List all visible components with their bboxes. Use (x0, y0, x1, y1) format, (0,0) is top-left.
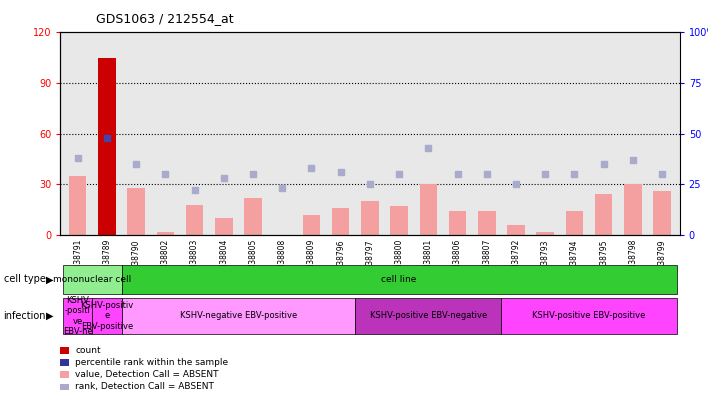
Point (306, 165, 317, 171)
Point (656, 171, 668, 177)
Bar (390, 206, 408, 235)
Point (247, 171, 258, 177)
Bar (501, 298, 677, 334)
Bar (127, 188, 145, 235)
Point (598, 161, 610, 167)
Point (130, 161, 142, 167)
Point (627, 157, 639, 163)
Text: cell line: cell line (382, 275, 417, 284)
Point (277, 185, 288, 192)
Text: GDS1063 / 212554_at: GDS1063 / 212554_at (96, 12, 233, 25)
Point (364, 181, 375, 188)
Text: KSHV-positiv
e
EBV-positive: KSHV-positiv e EBV-positive (80, 301, 134, 331)
Point (72, 155, 84, 161)
Point (510, 181, 522, 188)
Point (423, 145, 434, 151)
Text: KSHV
-positi
ve
EBV-ne: KSHV -positi ve EBV-ne (63, 296, 93, 336)
Bar (653, 191, 671, 235)
Bar (566, 211, 583, 235)
Point (218, 175, 229, 181)
Bar (361, 201, 379, 235)
Bar (478, 211, 496, 235)
Text: ▶: ▶ (45, 311, 53, 321)
Point (394, 171, 405, 177)
Text: count: count (75, 346, 101, 355)
Point (481, 171, 493, 177)
Text: infection: infection (4, 311, 46, 321)
Point (335, 169, 346, 175)
Point (539, 171, 551, 177)
Text: mononuclear cell: mononuclear cell (53, 275, 132, 284)
Bar (624, 184, 641, 235)
Bar (215, 218, 233, 235)
Bar (92, 298, 122, 334)
Bar (244, 198, 262, 235)
Text: KSHV-positive EBV-negative: KSHV-positive EBV-negative (370, 311, 487, 320)
Bar (332, 208, 350, 235)
Point (569, 171, 580, 177)
Bar (69, 176, 86, 235)
Text: value, Detection Call = ABSENT: value, Detection Call = ABSENT (75, 370, 219, 379)
Bar (537, 232, 554, 235)
Bar (595, 194, 612, 235)
Bar (420, 184, 437, 235)
Bar (303, 215, 320, 235)
Bar (122, 298, 355, 334)
Text: cell type: cell type (4, 275, 45, 284)
Text: percentile rank within the sample: percentile rank within the sample (75, 358, 228, 367)
Text: ▶: ▶ (45, 275, 53, 284)
Bar (156, 232, 174, 235)
Bar (63, 265, 122, 294)
Bar (122, 265, 677, 294)
Point (452, 171, 463, 177)
Bar (507, 225, 525, 235)
Bar (449, 211, 467, 235)
Point (160, 171, 171, 177)
Text: KSHV-positive EBV-positive: KSHV-positive EBV-positive (532, 311, 646, 320)
Bar (355, 298, 501, 334)
Text: rank, Detection Call = ABSENT: rank, Detection Call = ABSENT (75, 382, 214, 391)
Point (189, 187, 200, 194)
Bar (185, 205, 203, 235)
Bar (63, 298, 92, 334)
Text: KSHV-negative EBV-positive: KSHV-negative EBV-positive (180, 311, 297, 320)
Point (101, 134, 113, 141)
Bar (98, 58, 115, 235)
